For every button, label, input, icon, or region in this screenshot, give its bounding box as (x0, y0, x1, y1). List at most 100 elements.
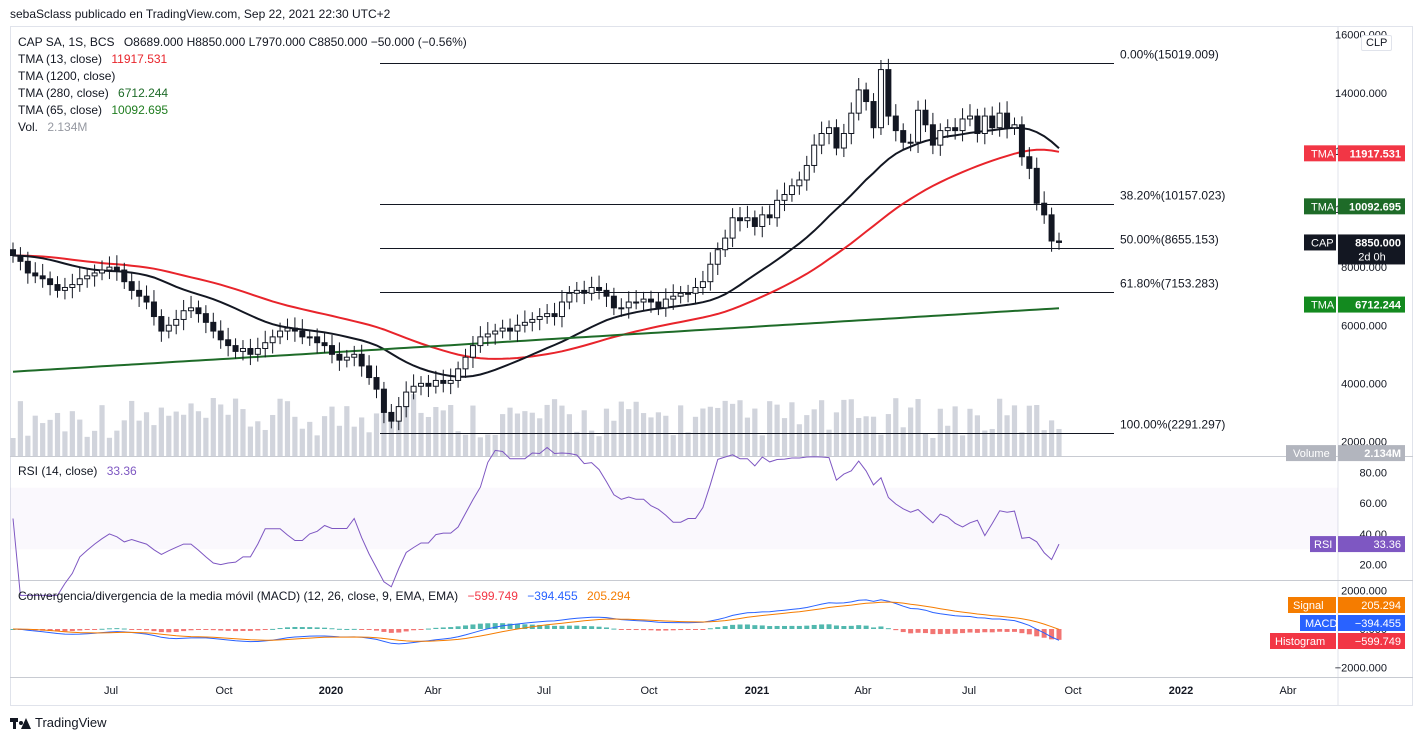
macd-histogram-bar (915, 629, 921, 633)
macd-histogram-bar (1034, 629, 1040, 637)
macd-histogram-bar (641, 629, 647, 631)
macd-macd-value: −394.455 (527, 589, 578, 603)
volume-bar (566, 414, 572, 456)
candle-body (373, 377, 380, 390)
candle-body (544, 313, 551, 318)
macd-signal-value: 205.294 (587, 589, 631, 603)
volume-bar (62, 431, 68, 456)
time-tick-label: 2021 (745, 685, 769, 697)
volume-bar (729, 403, 736, 456)
candle-body (759, 214, 766, 227)
candle-body (366, 365, 373, 379)
time-tick-label: 2020 (319, 685, 343, 697)
volume-bar (462, 434, 469, 456)
volume-bar (589, 430, 595, 456)
candle-body (1048, 214, 1055, 242)
candle-body (343, 356, 350, 361)
macd-histogram-bar (403, 629, 409, 632)
macd-title-row[interactable]: Convergencia/divergencia de la media móv… (18, 589, 630, 603)
volume-bar (618, 401, 624, 456)
macd-histogram-bar (737, 624, 743, 629)
candle-body (766, 214, 773, 219)
chart-svg[interactable]: 16000.00014000.00012000.00010000.0008000… (10, 26, 1413, 706)
symbol-row: CAP SA, 1S, BCS O8689.000 H8850.000 L797… (18, 34, 467, 51)
volume-bar (143, 412, 150, 456)
macd-tag-name-box (1270, 633, 1336, 649)
candle-body (150, 301, 157, 318)
macd-tag-value-box (1338, 615, 1405, 631)
macd-histogram-bar (833, 625, 839, 629)
price-tick-label: 14000.000 (1335, 88, 1387, 100)
macd-histogram-bar (789, 625, 795, 629)
candle-body (677, 292, 684, 297)
volume-bar (433, 406, 439, 456)
candle-body (662, 298, 669, 309)
candle-body (484, 333, 491, 338)
rsi-title-row[interactable]: RSI (14, close) 33.36 (18, 464, 137, 478)
macd-histogram-bar (989, 629, 995, 633)
candle-body (647, 298, 654, 303)
volume-row[interactable]: Vol. 2.134M (18, 119, 467, 136)
macd-histogram-bar (106, 628, 112, 630)
macd-histogram-bar (930, 629, 936, 635)
time-tick-label: Abr (1279, 685, 1296, 697)
candle-body (722, 237, 729, 251)
volume-bar (1019, 432, 1025, 456)
candle-body (640, 298, 647, 303)
candle-body (76, 278, 83, 286)
macd-histogram-bar (796, 625, 802, 629)
candle-body (136, 289, 143, 297)
candle-body (744, 217, 751, 222)
price-tag-value: 8850.000 (1355, 237, 1401, 249)
macd-histogram-bar (670, 629, 676, 631)
candle-body (277, 330, 284, 338)
macd-histogram-bar (507, 623, 513, 629)
candle-body (521, 321, 528, 326)
tma1200-row[interactable]: TMA (1200, close) (18, 68, 467, 85)
tma280-row[interactable]: TMA (280, close) 6712.244 (18, 85, 467, 102)
macd-histogram-bar (744, 624, 750, 629)
volume-bar (752, 408, 758, 456)
macd-histogram-bar (69, 629, 75, 632)
volume-bar (841, 399, 847, 456)
candle-body (165, 324, 172, 332)
price-tag-value-box (1338, 234, 1405, 265)
candle-body (425, 382, 432, 387)
candle-body (462, 356, 469, 370)
chart-frame[interactable]: 16000.00014000.00012000.00010000.0008000… (10, 26, 1413, 706)
candle-body (581, 289, 588, 294)
volume-bar (670, 435, 676, 456)
macd-histogram-bar (685, 629, 691, 630)
macd-histogram-bar (277, 628, 283, 630)
symbol-label[interactable]: CAP SA, 1S, BCS (18, 35, 115, 49)
candle-body (418, 382, 425, 387)
tma13-row[interactable]: TMA (13, close) 11917.531 (18, 51, 467, 68)
candle-body (314, 336, 321, 344)
candle-body (907, 141, 914, 144)
candle-body (848, 112, 855, 134)
candle-body (99, 269, 106, 274)
time-tick-label: 2022 (1169, 685, 1193, 697)
price-tag-name: Volume (1293, 448, 1330, 460)
candle-body (573, 289, 580, 294)
macd-histogram-bar (388, 629, 394, 633)
volume-bar (811, 409, 817, 456)
volume-bar (129, 400, 135, 456)
volume-bar (1011, 405, 1018, 456)
macd-histogram-bar (908, 629, 914, 634)
candle-body (247, 348, 254, 355)
volume-bar (359, 417, 365, 456)
price-tag-value-box (1338, 198, 1405, 215)
tma280-value: 6712.244 (118, 86, 169, 100)
candle-body (143, 295, 150, 303)
currency-clp-button[interactable]: CLP (1361, 35, 1393, 51)
tma65-row[interactable]: TMA (65, close) 10092.695 (18, 102, 467, 119)
footer-brand: TradingView (35, 715, 107, 730)
candle-body (299, 330, 306, 338)
macd-histogram-bar (262, 629, 268, 630)
volume-bar (344, 406, 350, 456)
volume-bar (455, 431, 461, 456)
rsi-value: 33.36 (106, 464, 137, 478)
candle-body (469, 345, 476, 358)
volume-bar (299, 428, 305, 456)
